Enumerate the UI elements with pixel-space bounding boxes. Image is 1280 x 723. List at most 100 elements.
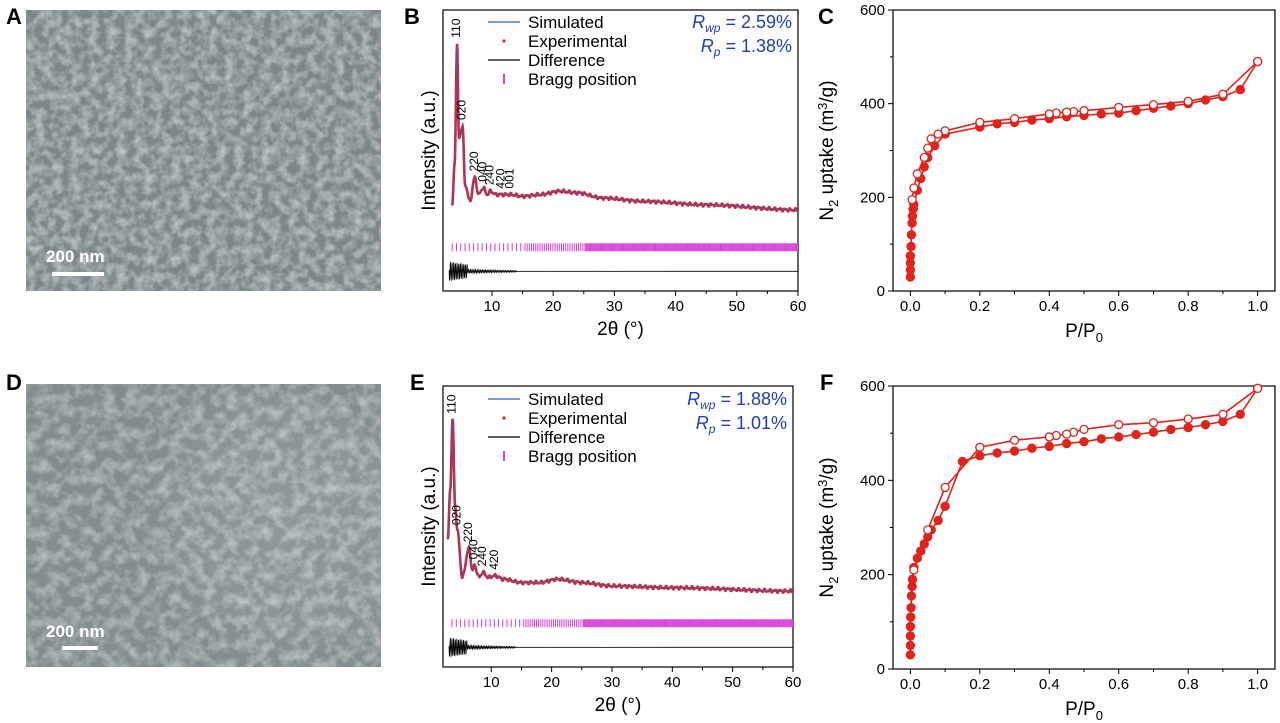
y-tick-label-c: 0	[877, 283, 885, 300]
panel-letter-a: A	[6, 4, 22, 29]
desorption-point-c	[912, 169, 922, 179]
x-axis-label-e: 2θ (°)	[595, 695, 642, 716]
adsorption-point-f	[975, 451, 985, 461]
peak-label-b: 020	[455, 100, 469, 120]
panel-letter-e: E	[410, 370, 425, 395]
x-tick-label-f: 0.4	[1039, 676, 1060, 693]
adsorption-point-c	[905, 251, 916, 261]
x-tick-label-b: 60	[790, 298, 807, 315]
x-tick-label-f: 0.8	[1178, 676, 1199, 693]
y-tick-label-f: 600	[860, 378, 885, 395]
peak-label-b: 240	[483, 165, 497, 185]
legend-label-experimental-b: Experimental	[528, 32, 627, 51]
x-tick-label-f: 0.0	[900, 676, 921, 693]
adsorption-point-c	[992, 119, 1002, 129]
adsorption-point-f	[905, 621, 916, 632]
adsorption-point-f	[1235, 409, 1245, 419]
adsorption-point-f	[905, 631, 916, 641]
desorption-point-f	[1218, 409, 1228, 419]
desorption-point-f	[975, 442, 985, 452]
desorption-point-c	[919, 152, 929, 163]
adsorption-point-c	[906, 241, 916, 252]
desorption-point-f	[1148, 418, 1159, 428]
desorption-point-c	[923, 143, 933, 153]
y-axis-label-c: N2 uptake (m3/g)	[815, 80, 841, 220]
adsorption-point-f	[933, 515, 943, 526]
desorption-point-c	[907, 195, 917, 205]
adsorption-line-c	[909, 61, 1259, 277]
adsorption-point-c	[1027, 115, 1037, 125]
peak-label-b: 040	[475, 161, 489, 181]
legend-swatch-experimental-b	[502, 39, 506, 43]
desorption-point-f	[1079, 424, 1089, 435]
x-tick-label-c: 0.8	[1178, 298, 1199, 315]
legend-label-experimental-e: Experimental	[528, 409, 627, 428]
desorption-point-f	[1183, 414, 1193, 424]
peak-label-b: 110	[449, 18, 463, 37]
y-tick-label-f: 200	[860, 567, 885, 584]
adsorption-point-f	[1027, 443, 1037, 453]
x-axis-label-b: 2θ (°)	[597, 319, 644, 340]
difference-curve-e	[448, 637, 793, 658]
peak-label-e: 040	[466, 539, 480, 559]
adsorption-point-f	[905, 650, 916, 660]
rp-stat-b: Rp = 1.38%	[701, 36, 792, 59]
adsorption-point-f	[1148, 427, 1159, 437]
panel-letter-b: B	[404, 4, 420, 29]
adsorption-point-c	[1235, 84, 1245, 95]
x-tick-label-b: 50	[728, 298, 745, 315]
desorption-point-f	[909, 565, 919, 575]
y-tick-label-c: 200	[860, 189, 885, 206]
adsorption-point-c	[1096, 109, 1107, 119]
x-tick-label-c: 0.2	[969, 298, 990, 315]
y-axis-label-e: Intensity (a.u.)	[419, 466, 440, 586]
x-tick-label-e: 30	[604, 674, 621, 691]
bragg-ticks-b	[451, 243, 799, 252]
adsorption-point-f	[907, 574, 918, 585]
x-tick-label-f: 0.6	[1108, 676, 1129, 693]
adsorption-point-c	[906, 230, 917, 240]
panel-letter-f: F	[820, 370, 834, 395]
adsorption-point-f	[940, 501, 950, 511]
desorption-point-c	[1218, 89, 1228, 99]
y-tick-label-f: 400	[860, 472, 885, 489]
adsorption-point-f	[905, 640, 916, 651]
adsorption-point-f	[906, 602, 916, 613]
panel-letter-c: C	[818, 4, 834, 29]
adsorption-point-f	[992, 448, 1002, 458]
rp-stat-e: Rp = 1.01%	[696, 413, 787, 436]
x-tick-label-e: 20	[543, 674, 560, 691]
sem-image-a	[26, 10, 381, 291]
adsorption-point-f	[1009, 446, 1020, 456]
bragg-ticks-e	[451, 619, 794, 628]
x-tick-label-c: 1.0	[1247, 298, 1268, 315]
scale-label-d: 200 nm	[46, 622, 105, 641]
desorption-point-f	[1061, 429, 1072, 439]
desorption-point-f	[923, 525, 933, 535]
desorption-point-c	[1009, 114, 1020, 124]
x-tick-label-f: 1.0	[1247, 676, 1268, 693]
peak-label-e: 020	[449, 505, 463, 525]
plot-frame-e	[442, 385, 794, 668]
legend-swatch-experimental-e	[502, 416, 506, 420]
x-tick-label-e: 50	[724, 674, 741, 691]
desorption-line-f	[913, 387, 1259, 571]
adsorption-point-f	[1183, 422, 1193, 433]
legend-label-bragg-e: Bragg position	[528, 447, 637, 466]
desorption-point-c	[1183, 96, 1193, 106]
x-tick-label-b: 20	[545, 298, 562, 315]
y-axis-label-f: N2 uptake (m3/g)	[815, 457, 841, 597]
panel-letter-d: D	[6, 370, 22, 395]
desorption-point-c	[909, 183, 919, 193]
adsorption-point-f	[906, 612, 916, 622]
x-tick-label-c: 0.4	[1039, 298, 1060, 315]
y-tick-label-f: 0	[877, 661, 885, 678]
legend-label-simulated-b: Simulated	[528, 13, 604, 32]
plot-frame-c	[892, 9, 1276, 292]
desorption-point-f	[1044, 432, 1054, 442]
x-tick-label-b: 40	[667, 298, 684, 315]
simulated-pattern-e	[447, 418, 794, 594]
adsorption-point-f	[1200, 419, 1211, 430]
adsorption-point-c	[1166, 101, 1176, 111]
